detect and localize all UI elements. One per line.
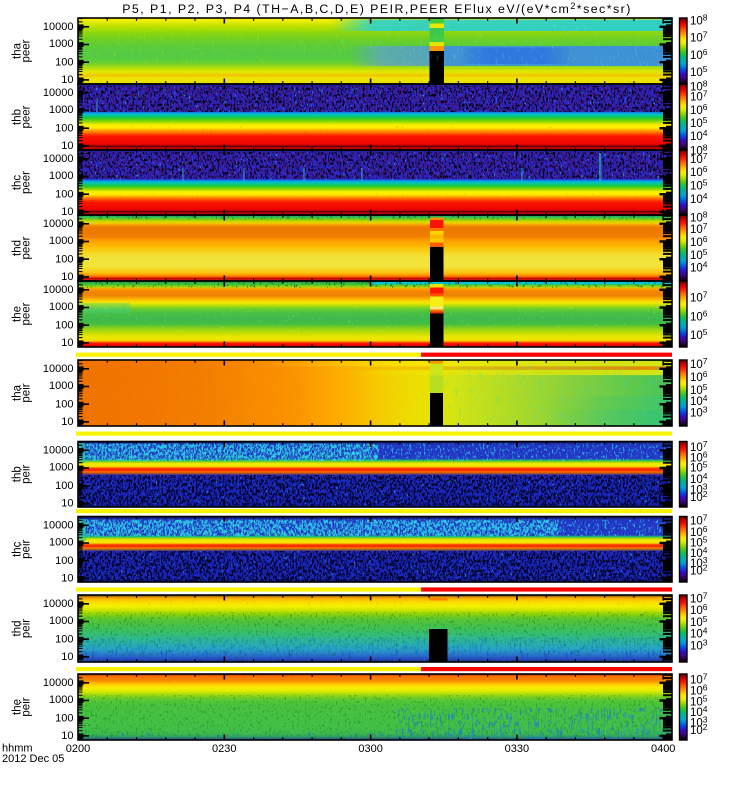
svg-text:10000: 10000 bbox=[43, 153, 74, 165]
svg-text:peer: peer bbox=[21, 39, 33, 62]
svg-text:tha: tha bbox=[12, 42, 24, 59]
svg-text:peer: peer bbox=[21, 171, 33, 194]
svg-text:100: 100 bbox=[55, 189, 73, 201]
svg-text:10: 10 bbox=[61, 337, 73, 349]
svg-text:peir: peir bbox=[21, 383, 33, 402]
svg-text:10: 10 bbox=[61, 140, 73, 152]
svg-text:1000: 1000 bbox=[49, 537, 73, 549]
svg-text:10: 10 bbox=[61, 572, 73, 584]
svg-text:P5, P1, P2, P3, P4 (TH−A,B,C,D: P5, P1, P2, P3, P4 (TH−A,B,C,D,E) PEIR,P… bbox=[122, 1, 632, 16]
svg-text:10000: 10000 bbox=[43, 520, 74, 532]
svg-text:1000: 1000 bbox=[49, 170, 73, 182]
svg-text:1000: 1000 bbox=[49, 235, 73, 247]
svg-text:1000: 1000 bbox=[49, 38, 73, 50]
svg-text:1000: 1000 bbox=[49, 104, 73, 116]
svg-text:100: 100 bbox=[55, 254, 73, 266]
svg-text:thd: thd bbox=[12, 240, 24, 256]
svg-text:10000: 10000 bbox=[43, 218, 74, 230]
svg-text:0400: 0400 bbox=[651, 743, 675, 755]
svg-text:peer: peer bbox=[21, 302, 33, 325]
svg-text:100: 100 bbox=[55, 320, 73, 332]
svg-text:10000: 10000 bbox=[43, 445, 74, 457]
svg-text:1000: 1000 bbox=[49, 301, 73, 313]
svg-text:peir: peir bbox=[21, 697, 33, 716]
svg-text:peer: peer bbox=[21, 236, 33, 259]
svg-text:thc: thc bbox=[12, 541, 24, 557]
svg-text:0230: 0230 bbox=[212, 743, 236, 755]
svg-text:peir: peir bbox=[21, 464, 33, 483]
svg-text:peir: peir bbox=[21, 539, 33, 558]
svg-text:10: 10 bbox=[61, 651, 73, 663]
svg-text:thc: thc bbox=[12, 175, 24, 191]
svg-text:100: 100 bbox=[55, 57, 73, 69]
svg-text:the: the bbox=[12, 699, 24, 715]
svg-text:100: 100 bbox=[55, 713, 73, 725]
svg-text:10: 10 bbox=[61, 206, 73, 218]
svg-text:10000: 10000 bbox=[43, 21, 74, 33]
svg-text:10000: 10000 bbox=[43, 677, 74, 689]
svg-text:peer: peer bbox=[21, 105, 33, 128]
svg-text:1000: 1000 bbox=[49, 694, 73, 706]
svg-text:the: the bbox=[12, 306, 24, 322]
svg-text:10: 10 bbox=[61, 416, 73, 428]
svg-text:10000: 10000 bbox=[43, 87, 74, 99]
svg-text:1000: 1000 bbox=[49, 615, 73, 627]
svg-text:0300: 0300 bbox=[358, 743, 382, 755]
svg-text:100: 100 bbox=[55, 399, 73, 411]
svg-text:thb: thb bbox=[12, 109, 24, 125]
svg-text:10000: 10000 bbox=[43, 598, 74, 610]
svg-text:10: 10 bbox=[61, 271, 73, 283]
svg-text:1000: 1000 bbox=[49, 380, 73, 392]
svg-text:0330: 0330 bbox=[505, 743, 529, 755]
svg-text:10000: 10000 bbox=[43, 363, 74, 375]
svg-text:2012 Dec 05: 2012 Dec 05 bbox=[2, 753, 64, 765]
svg-text:100: 100 bbox=[55, 555, 73, 567]
svg-text:hhmm: hhmm bbox=[2, 743, 33, 755]
svg-text:100: 100 bbox=[55, 634, 73, 646]
svg-text:10000: 10000 bbox=[43, 284, 74, 296]
svg-text:thd: thd bbox=[12, 621, 24, 637]
svg-text:100: 100 bbox=[55, 480, 73, 492]
svg-text:10: 10 bbox=[61, 74, 73, 86]
svg-text:10: 10 bbox=[61, 730, 73, 742]
svg-text:peir: peir bbox=[21, 619, 33, 638]
svg-text:10: 10 bbox=[61, 497, 73, 509]
svg-text:0200: 0200 bbox=[66, 743, 90, 755]
svg-text:thb: thb bbox=[12, 466, 24, 482]
svg-text:tha: tha bbox=[12, 384, 24, 401]
svg-text:100: 100 bbox=[55, 123, 73, 135]
svg-text:1000: 1000 bbox=[49, 462, 73, 474]
